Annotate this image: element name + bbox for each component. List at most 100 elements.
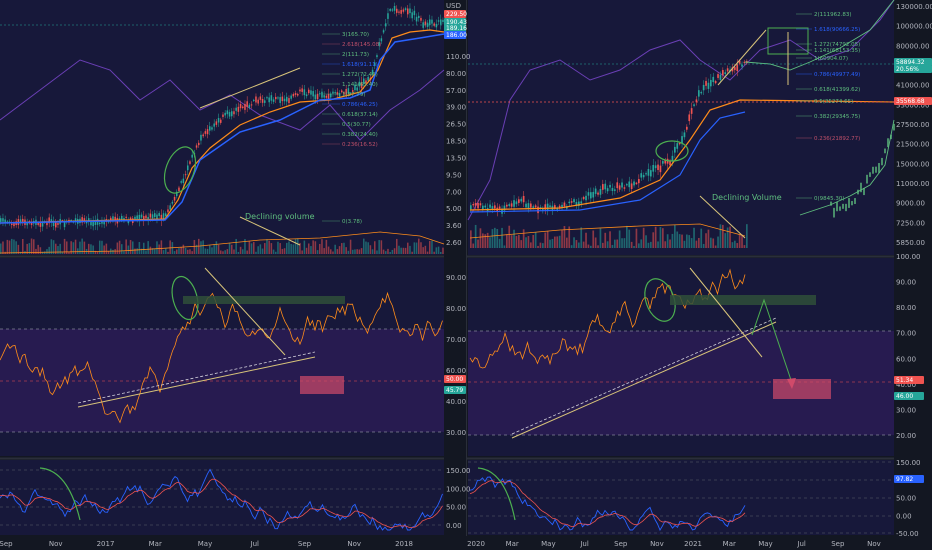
candle-body — [575, 202, 578, 206]
right-time-tick: 2021 — [684, 540, 702, 548]
volume-bar — [693, 227, 695, 248]
candle-body — [297, 93, 299, 96]
right-osc-fast — [469, 476, 746, 531]
volume-bar — [63, 238, 66, 254]
volume-bar — [650, 241, 652, 248]
volume-bar — [336, 249, 339, 254]
volume-bar — [587, 244, 590, 248]
candle-body — [719, 74, 722, 80]
candle-body — [213, 123, 215, 127]
candle-body — [664, 159, 667, 164]
candle-body — [123, 218, 125, 221]
candle-body — [623, 187, 626, 189]
volume-bar — [88, 243, 90, 254]
candle-body — [0, 218, 2, 222]
right-rsi-tick: 80.00 — [896, 304, 916, 312]
volume-bar — [671, 233, 674, 248]
candle-body — [688, 114, 691, 122]
candle-body — [259, 96, 262, 100]
volume-bar — [404, 247, 407, 254]
volume-bar — [418, 238, 420, 254]
volume-bar — [726, 227, 729, 248]
volume-bar — [79, 241, 81, 254]
left-rsi-tick: 90.00 — [446, 274, 466, 282]
candle-body — [140, 214, 143, 218]
projection-bar — [857, 189, 859, 195]
right-price-tick: 33000.00 — [896, 101, 929, 109]
candle-body — [226, 110, 229, 115]
volume-bar — [330, 249, 332, 254]
left-oscillator-pane[interactable] — [0, 460, 444, 535]
candle-body — [609, 184, 611, 188]
candle-body — [209, 126, 211, 131]
volume-bar — [308, 243, 310, 254]
left-fib-label: 1.618(91.11) — [342, 62, 378, 68]
volume-bar — [580, 227, 583, 248]
left-price-pane[interactable] — [0, 0, 444, 255]
volume-bar — [286, 242, 288, 254]
volume-bar — [72, 242, 75, 254]
volume-bar — [11, 238, 13, 254]
volume-bar — [156, 241, 158, 254]
right-fib-label: 1(60904.07) — [814, 56, 848, 62]
candle-body — [6, 221, 9, 223]
candle-body — [621, 182, 623, 188]
left-volume-ma — [0, 231, 445, 254]
right-oscillator-pane[interactable] — [468, 460, 894, 535]
candle-body — [542, 209, 544, 211]
left-upper-trendline — [199, 67, 301, 109]
candle-body — [433, 23, 435, 26]
candle-body — [472, 203, 475, 206]
volume-bar — [37, 244, 39, 254]
candle-body — [411, 12, 413, 19]
candle-body — [398, 11, 400, 13]
left-price-tick: 5.00 — [446, 205, 462, 213]
candle-body — [530, 203, 532, 208]
volume-bar — [191, 251, 193, 254]
candle-body — [345, 89, 347, 95]
left-time-tick: 2018 — [395, 540, 413, 548]
volume-bar — [81, 238, 83, 254]
volume-bar — [303, 240, 306, 254]
candle-body — [187, 165, 189, 171]
volume-bar — [635, 228, 638, 248]
candle-body — [99, 222, 101, 225]
candle-body — [305, 94, 308, 97]
candle-body — [700, 91, 703, 94]
volume-bar — [105, 243, 108, 254]
volume-bar — [440, 251, 442, 254]
left-osc-tick: 50.00 — [446, 504, 466, 512]
volume-bar — [433, 251, 435, 254]
volume-bar — [301, 250, 303, 254]
volume-bar — [182, 244, 185, 254]
right-blue-ma — [469, 111, 746, 213]
volume-bar — [193, 240, 196, 254]
left-price-axis[interactable] — [444, 0, 466, 536]
candle-body — [657, 164, 659, 170]
projection-bar — [848, 198, 850, 208]
candle-body — [55, 222, 57, 228]
candle-body — [341, 90, 343, 93]
candle-body — [92, 220, 94, 227]
candle-body — [37, 222, 39, 225]
volume-bar — [129, 240, 132, 254]
right-time-tick: May — [541, 540, 555, 548]
candle-body — [30, 221, 33, 225]
volume-bar — [551, 238, 554, 248]
right-price-axis[interactable] — [894, 0, 932, 536]
volume-bar — [599, 228, 602, 248]
right-price-pane[interactable] — [468, 0, 894, 255]
left-time-tick: Nov — [347, 540, 361, 548]
candle-body — [94, 220, 97, 225]
time-axis[interactable] — [0, 536, 932, 550]
volume-bar — [228, 242, 231, 254]
candle-body — [498, 206, 501, 209]
left-time-tick: Sep — [0, 540, 13, 548]
volume-bar — [402, 247, 405, 254]
candle-body — [239, 103, 242, 109]
volume-bar — [669, 239, 671, 248]
volume-bar — [626, 225, 628, 248]
candle-body — [332, 91, 334, 94]
volume-bar — [654, 226, 657, 248]
right-osc-tick: 150.00 — [896, 459, 921, 467]
